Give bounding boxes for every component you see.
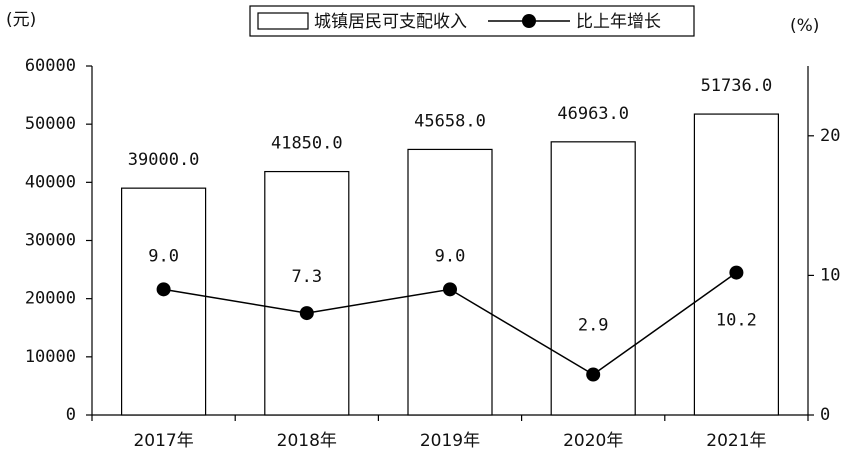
- line-point: [586, 367, 601, 382]
- bar-value-label: 41850.0: [271, 134, 343, 154]
- line-point: [156, 282, 171, 297]
- y-axis-label: (元): [6, 10, 36, 30]
- y2-tick-label: 20: [820, 126, 840, 146]
- line-value-label: 2.9: [578, 316, 609, 336]
- legend-swatch: [257, 12, 309, 30]
- line-value-label: 7.3: [291, 267, 322, 287]
- bar: [264, 170, 350, 416]
- bar: [550, 141, 636, 416]
- line-point: [299, 306, 314, 321]
- legend-box: [249, 5, 695, 37]
- x-tick-label: 2020年: [563, 431, 623, 451]
- y-tick-label: 60000: [25, 56, 76, 76]
- bar-value-label: 46963.0: [557, 104, 629, 124]
- y2-tick-label: 0: [820, 405, 830, 425]
- bar: [407, 148, 493, 416]
- y2-tick-label: 10: [820, 265, 840, 285]
- y-tick-label: 20000: [25, 289, 76, 309]
- bar: [120, 187, 207, 416]
- line-value-label: 9.0: [148, 246, 179, 266]
- x-tick-label: 2018年: [277, 431, 337, 451]
- y2-axis-label: (%): [790, 16, 819, 36]
- y-tick-label: 10000: [25, 347, 76, 367]
- line-value-label: 10.2: [716, 311, 757, 331]
- line-point: [729, 265, 744, 280]
- bar-value-label: 45658.0: [414, 111, 486, 131]
- legend-label: 城镇居民可支配收入: [314, 12, 467, 32]
- y-tick-label: 0: [66, 405, 76, 425]
- x-tick-label: 2021年: [706, 431, 766, 451]
- bar-value-label: 39000.0: [128, 150, 200, 170]
- y-tick-label: 30000: [25, 231, 76, 251]
- bar-value-label: 51736.0: [701, 76, 773, 96]
- legend-label: 比上年增长: [576, 12, 661, 32]
- bar: [693, 113, 780, 416]
- line-point: [443, 282, 457, 297]
- x-tick-label: 2019年: [420, 431, 480, 451]
- legend-marker: [522, 14, 536, 28]
- y-tick-label: 40000: [25, 172, 76, 192]
- x-tick-label: 2017年: [133, 431, 193, 451]
- y-tick-label: 50000: [25, 114, 76, 134]
- line-value-label: 9.0: [435, 246, 466, 266]
